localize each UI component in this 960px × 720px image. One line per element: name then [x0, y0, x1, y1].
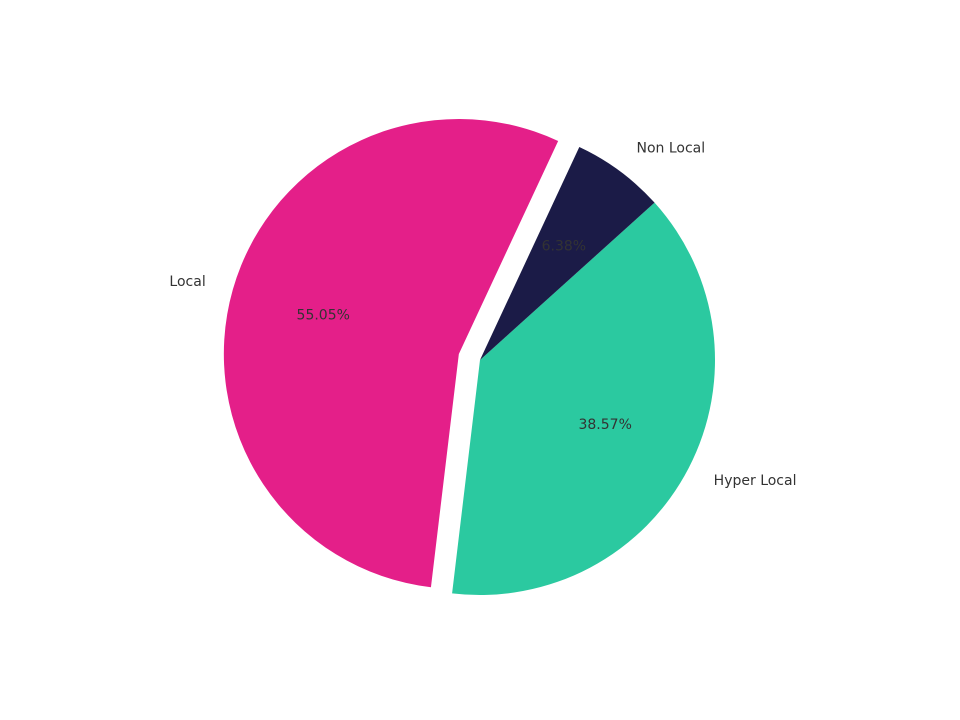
pie-chart-container: 55.05% Local 38.57% Hyper Local 6.38% Non Loc… — [0, 0, 960, 720]
pie-pct-label: 38.57% — [578, 417, 631, 433]
pie-slice-label: Local — [169, 274, 205, 290]
pie-slice-label: Non Local — [636, 140, 705, 156]
pie-pct-label: 55.05% — [297, 307, 350, 323]
pie-pct-label: 6.38% — [542, 239, 586, 255]
pie-chart: 55.05% Local 38.57% Hyper Local 6.38% Non Loc… — [0, 0, 960, 720]
pie-slice-label: Hyper Local — [714, 473, 797, 489]
